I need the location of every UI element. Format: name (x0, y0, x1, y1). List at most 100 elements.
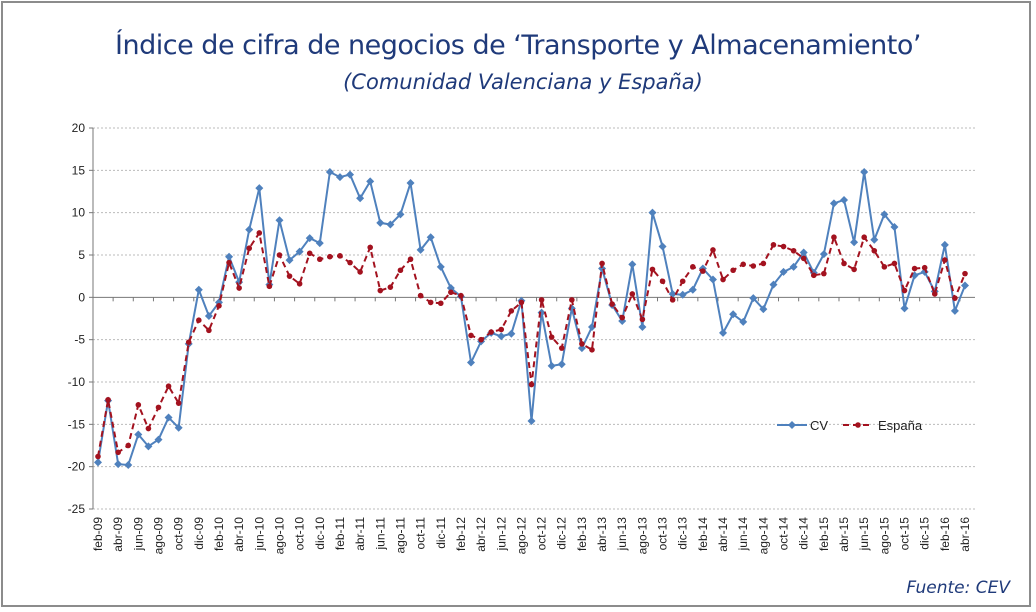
x-tick-label: jun-09 (131, 517, 145, 552)
data-point-espana (952, 295, 958, 301)
data-point-cv (799, 248, 808, 257)
data-point-espana (629, 291, 636, 297)
data-point-espana (216, 303, 222, 309)
data-point-espana (196, 317, 202, 323)
data-point-espana (115, 449, 121, 456)
data-point-cv (638, 322, 647, 331)
data-point-cv (124, 460, 133, 469)
data-point-espana (690, 264, 696, 270)
x-tick-label: jun-14 (736, 517, 750, 552)
data-point-cv (255, 184, 264, 193)
data-point-cv (920, 267, 929, 276)
data-point-cv (648, 208, 657, 217)
data-point-espana (831, 234, 837, 241)
x-tick-label: dic-10 (313, 517, 327, 550)
data-point-cv (315, 239, 324, 248)
data-point-cv (144, 442, 153, 451)
data-point-espana (286, 273, 293, 279)
data-point-cv (900, 304, 909, 313)
data-point-espana (881, 264, 888, 270)
data-point-cv (497, 332, 506, 341)
data-point-espana (498, 326, 505, 333)
data-point-cv (436, 262, 445, 271)
data-point-cv (356, 194, 365, 203)
y-tick-label: -5 (74, 333, 85, 347)
chart-title: Índice de cifra de negocios de ‘Transpor… (115, 30, 921, 61)
data-point-cv (678, 290, 687, 299)
data-point-espana (700, 268, 706, 274)
data-point-cv (708, 275, 717, 284)
data-point-espana (508, 308, 515, 314)
data-point-espana (669, 297, 676, 303)
x-tick-label: feb-16 (938, 517, 952, 551)
x-tick-label: abr-15 (837, 517, 851, 552)
data-point-cv (860, 168, 869, 177)
data-point-cv (829, 199, 838, 208)
data-point-cv (880, 210, 889, 219)
data-point-cv (628, 260, 637, 269)
x-tick-label: abr-10 (232, 517, 246, 552)
x-tick-label: abr-14 (716, 517, 730, 552)
data-point-espana (296, 280, 303, 287)
x-tick-label: ago-11 (393, 517, 407, 554)
y-tick-label: 0 (78, 290, 85, 304)
data-point-espana (95, 453, 101, 460)
x-tick-label: dic-13 (676, 517, 690, 550)
data-point-cv (134, 430, 143, 439)
x-tick-label: feb-11 (333, 517, 347, 550)
data-point-espana (125, 442, 132, 449)
data-point-cv (729, 310, 738, 319)
data-point-cv (446, 284, 455, 293)
x-tick-label: dic-12 (555, 517, 569, 550)
data-point-espana (770, 242, 777, 248)
data-point-espana (437, 300, 444, 307)
data-point-cv (204, 311, 213, 320)
data-point-espana (367, 244, 373, 251)
data-point-espana (528, 381, 535, 388)
x-tick-label: abr-09 (111, 517, 125, 552)
data-point-espana (407, 256, 414, 263)
data-point-cv (719, 328, 728, 337)
x-tick-label: dic-09 (192, 517, 206, 550)
data-point-cv (416, 245, 425, 254)
data-point-espana (226, 259, 232, 266)
data-point-espana (427, 299, 434, 306)
data-point-cv (840, 195, 849, 204)
data-point-cv (577, 344, 586, 353)
y-tick-label: -20 (68, 460, 86, 474)
x-tick-label: jun-11 (373, 517, 387, 551)
data-point-espana (911, 265, 918, 272)
data-point-espana (720, 276, 726, 283)
data-point-cv (527, 416, 536, 425)
data-point-espana (589, 347, 595, 353)
y-tick-label: -25 (68, 502, 86, 516)
data-point-espana (316, 256, 323, 263)
data-point-cv (426, 233, 435, 242)
data-point-cv (668, 289, 677, 298)
data-point-cv (658, 242, 667, 251)
y-tick-label: 20 (72, 121, 86, 135)
data-point-espana (135, 402, 142, 408)
data-point-cv (174, 423, 183, 432)
x-tick-label: feb-12 (454, 517, 468, 551)
data-point-espana (569, 297, 575, 303)
data-point-espana (599, 260, 605, 267)
data-point-espana (649, 266, 656, 273)
data-point-espana (619, 314, 626, 321)
data-point-espana (609, 301, 615, 307)
data-point-espana (478, 336, 484, 343)
data-point-espana (155, 404, 162, 411)
x-tick-label: ago-14 (756, 517, 770, 555)
x-tick-label: ago-15 (877, 517, 891, 555)
data-point-cv (275, 216, 284, 225)
data-point-espana (185, 339, 192, 346)
data-point-espana (861, 234, 867, 241)
data-point-cv (870, 235, 879, 244)
x-tick-label: jun-15 (857, 517, 871, 552)
x-tick-label: oct-15 (898, 517, 912, 551)
data-point-cv (396, 210, 405, 219)
data-point-espana (558, 345, 565, 351)
x-tick-label: oct-14 (777, 517, 791, 551)
data-point-espana (710, 247, 716, 253)
